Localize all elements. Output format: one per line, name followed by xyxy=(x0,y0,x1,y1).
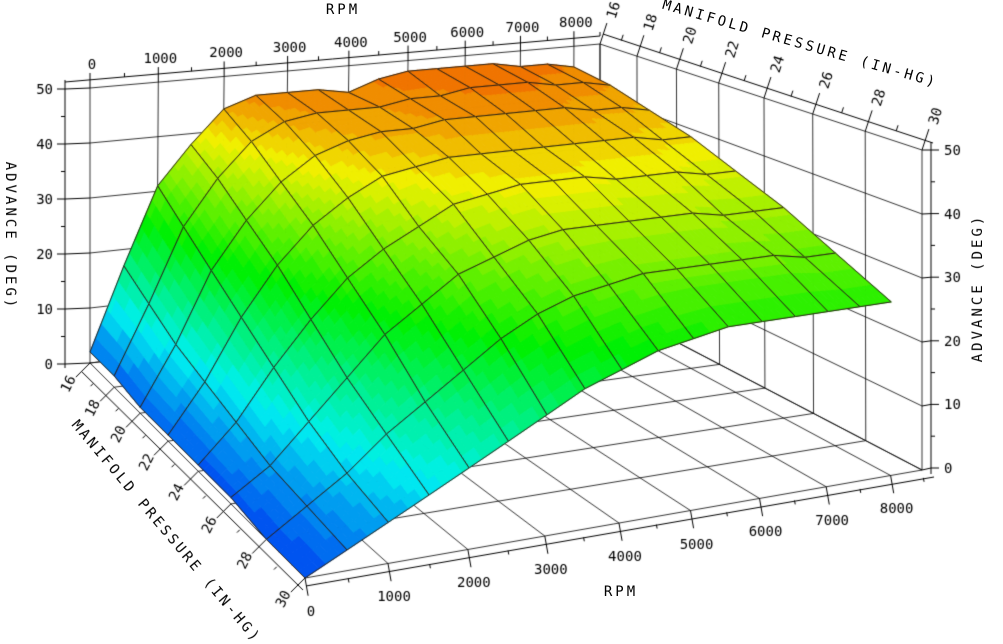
rpm-axis-title-top: RPM xyxy=(325,2,361,18)
advance-axis-title-left: ADVANCE (DEG) xyxy=(2,161,18,311)
advance-axis-title-right: ADVANCE (DEG) xyxy=(970,213,986,363)
rpm-axis-title-bottom: RPM xyxy=(603,584,639,600)
